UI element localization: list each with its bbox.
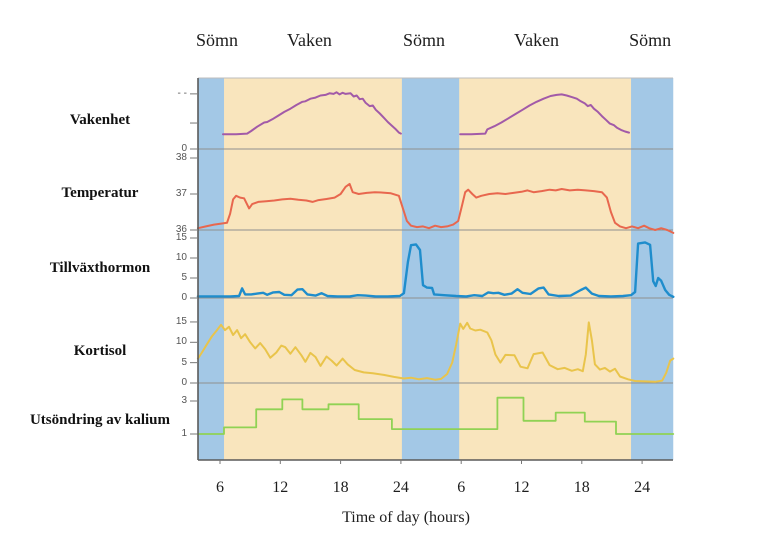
temperatur-tick-label: 38 (175, 152, 187, 163)
temperatur-tick-label: 36 (175, 224, 187, 235)
kortisol-series (196, 321, 675, 383)
row-label-kortisol: Kortisol (73, 343, 127, 359)
tillvaxthormon-tick-label: 15 (175, 232, 187, 243)
row-label-vakenhet: Vakenhet (69, 112, 131, 128)
top-label-somn-5: Sömn (629, 30, 672, 50)
temperatur-series (196, 182, 675, 234)
sleep-band-2 (401, 78, 460, 460)
x-tick-label: 12 (272, 479, 289, 496)
top-label-vaken-4: Vaken (514, 30, 560, 50)
x-tick-label: 24 (634, 479, 651, 496)
tillvaxthormon-tick-label: 10 (175, 252, 187, 263)
x-tick-label: 18 (573, 479, 590, 496)
vakenhet-series-seg1 (222, 91, 402, 136)
x-tick-label: 24 (392, 479, 409, 496)
tillvaxthormon-tick-label: 5 (181, 272, 187, 283)
kalium-tick-label: 1 (181, 428, 187, 439)
kortisol-tick-label: 10 (175, 336, 187, 348)
vakenhet-series-seg2 (459, 93, 630, 136)
top-label-somn-3: Sömn (402, 30, 446, 50)
row-label-tillvaxthormon: Tillväxthormon (49, 260, 151, 276)
temperatur-tick-label: 37 (175, 188, 187, 199)
kalium-tick-label: 3 (181, 395, 187, 406)
row-label-kalium: Utsöndring av kalium (29, 412, 171, 428)
vakenhet-tick-label: - - (177, 87, 187, 99)
sleep-band-1 (197, 78, 225, 460)
kortisol-tick-label: 15 (175, 315, 187, 327)
x-tick-label: 6 (457, 479, 466, 496)
tillvaxthormon-series (196, 241, 675, 298)
kalium-series (196, 396, 675, 435)
kortisol-tick-label: 0 (181, 377, 187, 388)
kortisol-tick-label: 5 (181, 356, 187, 368)
row-label-temperatur: Temperatur (61, 185, 139, 201)
x-tick-label: 18 (332, 479, 349, 496)
top-label-vaken-2: Vaken (286, 30, 332, 50)
x-tick-label: 12 (513, 479, 530, 496)
x-axis-title: Time of day (hours) (342, 509, 470, 526)
top-label-somn-1: Sömn (195, 30, 238, 50)
tillvaxthormon-tick-label: 0 (181, 292, 187, 303)
x-tick-label: 6 (216, 479, 224, 496)
vakenhet-tick-label: 0 (181, 143, 187, 154)
